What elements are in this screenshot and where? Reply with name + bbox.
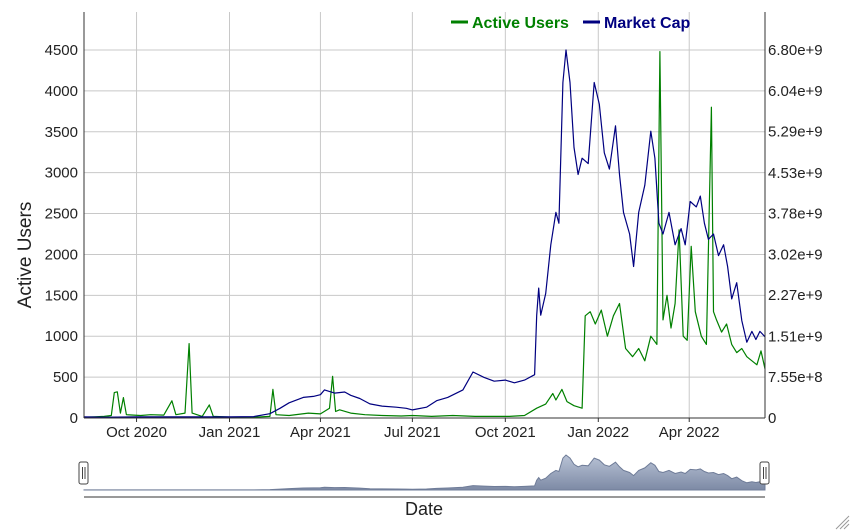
navigator-left-handle[interactable] xyxy=(78,461,89,485)
y-right-tick-label: 6.04e+9 xyxy=(768,83,823,100)
x-tick-label: Jan 2021 xyxy=(199,424,261,441)
series-line-active-users xyxy=(83,51,766,418)
y-left-tick-label: 4000 xyxy=(45,83,78,100)
y-right-tick-label: 4.53e+9 xyxy=(768,165,823,182)
y-left-tick-label: 0 xyxy=(70,410,78,427)
y-left-tick-label: 500 xyxy=(53,369,78,386)
x-tick-label: Apr 2021 xyxy=(290,424,351,441)
y-left-tick-label: 3500 xyxy=(45,124,78,141)
y-right-tick-label: 3.78e+9 xyxy=(768,205,823,222)
x-tick-label: Oct 2021 xyxy=(475,424,536,441)
series-lines xyxy=(83,49,766,418)
navigator-label: Date xyxy=(405,499,443,519)
legend[interactable]: Active Users Market Cap xyxy=(451,15,690,32)
y-left-tick-label: 1000 xyxy=(45,328,78,345)
y-left-tick-label: 3000 xyxy=(45,165,78,182)
x-tick-label: Oct 2020 xyxy=(106,424,167,441)
y-right-tick-label: 3.02e+9 xyxy=(768,247,823,264)
legend-label: Active Users xyxy=(472,15,569,32)
navigator-right-handle[interactable] xyxy=(759,461,770,485)
y-right-tick-label: 5.29e+9 xyxy=(768,124,823,141)
x-tick-label: Apr 2022 xyxy=(659,424,720,441)
y-right-tick-label: 6.80e+9 xyxy=(768,42,823,59)
legend-label: Market Cap xyxy=(604,15,690,32)
x-tick-label: Jan 2022 xyxy=(567,424,629,441)
y-right-tick-label: 0 xyxy=(768,410,776,427)
x-tick-label: Jul 2021 xyxy=(384,424,441,441)
y-left-tick-label: 2500 xyxy=(45,206,78,223)
grid xyxy=(84,12,765,419)
y-left-tick-label: 1500 xyxy=(45,287,78,304)
tick-labels: 0 500 1000 1500 2000 2500 3000 3500 4000 4500 0 7.5… xyxy=(45,42,823,441)
series-line-market-cap xyxy=(83,49,766,418)
y-right-tick-label: 1.51e+9 xyxy=(768,328,823,345)
range-navigator[interactable]: Date xyxy=(78,445,770,519)
navigator-area xyxy=(83,454,766,491)
y-left-tick-label: 4500 xyxy=(45,42,78,59)
legend-item-active-users[interactable]: Active Users xyxy=(451,15,569,32)
resize-grip-icon[interactable] xyxy=(835,515,850,530)
y-right-tick-label: 7.55e+8 xyxy=(768,369,823,386)
legend-item-market-cap[interactable]: Market Cap xyxy=(583,15,690,32)
y-right-tick-label: 2.27e+9 xyxy=(768,287,823,304)
y-axis-title: Active Users xyxy=(15,202,36,309)
axes xyxy=(83,12,766,419)
y-left-tick-label: 2000 xyxy=(45,246,78,263)
